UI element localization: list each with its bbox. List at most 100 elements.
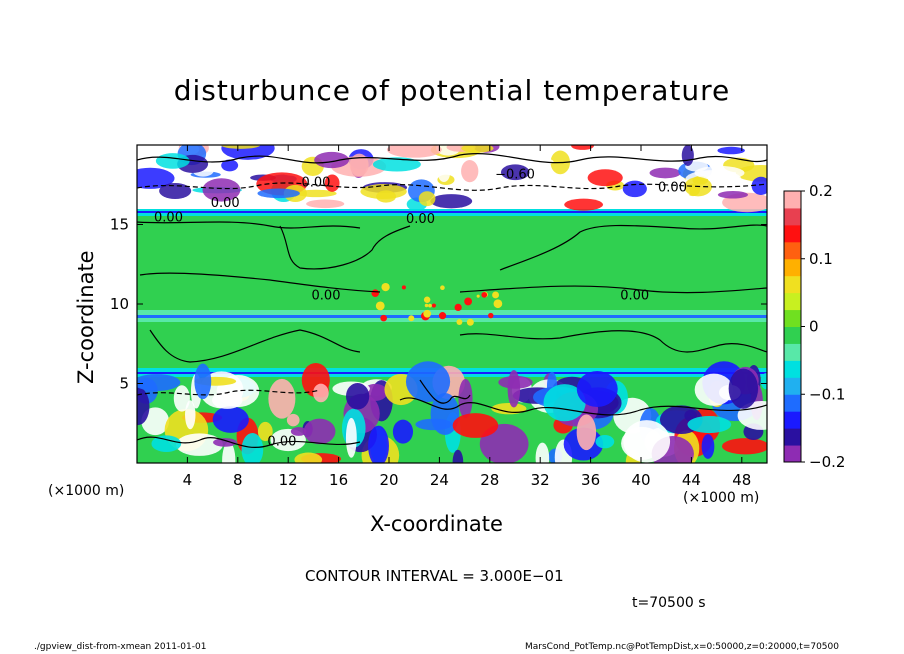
field-blob-bottom: [294, 452, 323, 463]
field-blob-bottom: [452, 413, 499, 438]
x-tick-label: 20: [379, 471, 398, 489]
field-blob-bottom: [241, 433, 264, 463]
y-tick-label: 5: [119, 375, 129, 393]
colorbar-segment: [784, 309, 801, 327]
contour-label: 0.00: [154, 211, 183, 226]
colorbar-segment: [784, 343, 801, 361]
colorbar-segment: [784, 191, 801, 209]
field-blob-bottom: [576, 414, 597, 451]
field-blob-bottom: [212, 391, 243, 409]
field-speck: [476, 294, 480, 298]
field-blob-top: [386, 145, 442, 158]
field-speck: [438, 312, 447, 320]
field-blob-top: [587, 169, 623, 187]
footer-left: ./gpview_dist-from-xmean 2011-01-01: [34, 642, 207, 652]
y-tick-label: 10: [110, 295, 129, 313]
field-speck: [493, 299, 503, 309]
field-upper-green: [137, 214, 767, 374]
field-blob-top: [461, 145, 494, 153]
colorbar-segment: [784, 445, 801, 463]
field-blob-bottom: [491, 402, 527, 415]
field-blob-bottom: [345, 383, 370, 410]
colorbar-segment: [784, 411, 801, 429]
field-speck: [401, 285, 406, 290]
colorbar-segment: [784, 275, 801, 294]
field-speck: [440, 285, 445, 291]
contour-upper-1: [137, 221, 361, 229]
contour-label: −0.60: [495, 168, 535, 183]
plot-area: [137, 145, 767, 463]
field-blob-top: [155, 153, 190, 169]
x-unit-right: (×1000 m): [683, 490, 760, 506]
field-speck: [371, 289, 380, 298]
colorbar: 0.2 0.1 0 −0.1 −0.2: [783, 182, 845, 471]
x-tick-label: 16: [329, 471, 348, 489]
field-speck: [466, 318, 474, 326]
contour-mid-2: [459, 330, 767, 353]
contour-label: 0.00: [620, 288, 649, 303]
field-blob-bottom: [392, 419, 414, 444]
field-blob-top: [202, 178, 241, 202]
contour-upper-4: [499, 224, 767, 271]
contour-labels: 0.00 0.00 0.00 −0.60 0.00 0.00 0.00 0.00 0.00: [154, 168, 687, 450]
colorbar-tick-label: 0.2: [809, 182, 833, 200]
x-axis-label: X-coordinate: [370, 512, 503, 536]
field-blob-bottom: [452, 449, 464, 463]
colorbar-segment: [784, 292, 801, 311]
field-blob-bottom: [290, 426, 307, 436]
colorbar-tick-label: −0.2: [809, 453, 845, 471]
field-blob-top: [564, 198, 604, 211]
field-blob-top: [717, 146, 745, 155]
field-blob-bottom: [268, 378, 296, 419]
x-ticks: 4 8 12 16 20 24 28 32 36 40 44 48: [183, 145, 751, 489]
chart-title: disturbunce of potential temperature: [173, 74, 731, 107]
colorbar-segment: [784, 207, 801, 226]
field-speck: [423, 296, 431, 304]
contour-top-1: [137, 153, 767, 164]
contour-upper-5: [459, 285, 767, 294]
colorbar-tick-label: 0: [809, 318, 819, 336]
contour-label: 0.00: [211, 196, 240, 211]
field-blob-bottom: [194, 363, 212, 400]
time-label: t=70500 s: [632, 595, 706, 611]
field-blob-top: [694, 165, 745, 180]
field-blob-bottom: [345, 417, 357, 458]
x-tick-label: 12: [279, 471, 298, 489]
contour-label: 0.00: [312, 288, 341, 303]
colorbar-segment: [784, 428, 801, 446]
colorbar-segment: [784, 326, 801, 344]
field-speck: [481, 292, 488, 298]
field-speck: [488, 312, 494, 319]
field-speck: [428, 303, 432, 308]
contour-bottom-4: [419, 379, 471, 404]
field-blob-bottom: [368, 425, 389, 463]
field-blob-top: [571, 145, 594, 150]
colorbar-segment: [784, 360, 801, 378]
field-blob-bottom: [175, 433, 223, 456]
field-blob-bottom: [286, 413, 300, 427]
contour-top-2: [137, 182, 767, 191]
field-blob-bottom: [137, 374, 181, 391]
field-blob-top: [681, 145, 694, 166]
field-blob-top: [257, 188, 300, 199]
colorbar-tick-label: 0.1: [809, 250, 833, 268]
field-upper-line: [137, 211, 767, 213]
field-blob-top: [221, 159, 239, 172]
x-tick-label: 36: [581, 471, 600, 489]
y-tick-label: 15: [110, 216, 129, 234]
colorbar-segment: [784, 258, 801, 277]
field-blob-bottom: [213, 438, 237, 447]
x-tick-label: 4: [183, 471, 193, 489]
contour-upper-3: [139, 272, 381, 293]
field-blob-top: [437, 164, 451, 183]
field-blob-bottom: [595, 435, 615, 449]
footer-right: MarsCond_PotTemp.nc@PotTempDist,x=0:5000…: [525, 642, 839, 652]
field-blob-bottom: [405, 361, 451, 403]
field-blob-top: [649, 167, 681, 179]
field-blob-bottom: [535, 442, 550, 463]
field-blob-top: [314, 151, 350, 169]
field-speck: [423, 309, 432, 318]
field-blob-bottom: [137, 387, 150, 426]
field-blob-top: [717, 190, 749, 199]
